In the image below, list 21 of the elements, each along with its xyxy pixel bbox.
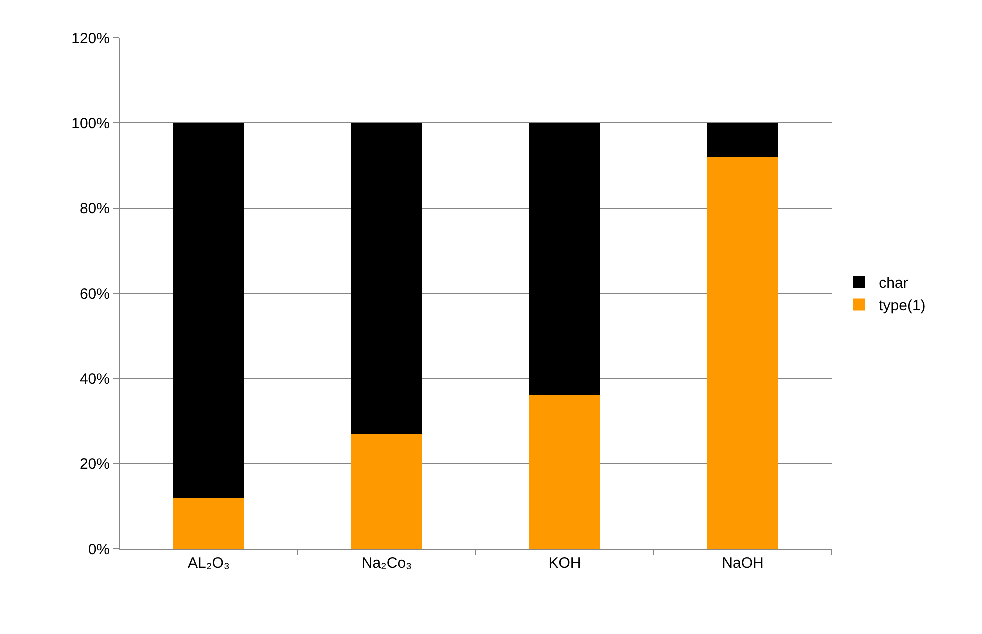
y-tick-label: 80% xyxy=(80,200,110,218)
bar xyxy=(529,123,601,396)
legend-label: type(1) xyxy=(879,298,926,315)
bar xyxy=(351,434,423,549)
y-tick-label: 100% xyxy=(72,115,110,132)
y-tick-label: 40% xyxy=(80,370,110,388)
x-tick-label: AL₂O₃ xyxy=(188,555,230,572)
x-tick-label: NaOH xyxy=(722,555,764,572)
bar xyxy=(173,123,245,498)
bar xyxy=(707,123,779,158)
bar xyxy=(529,396,601,549)
bar xyxy=(173,498,245,549)
y-tick-label: 0% xyxy=(88,541,110,558)
x-tick-label: Na₂Co₃ xyxy=(362,555,412,572)
y-tick-label: 20% xyxy=(80,456,110,474)
legend-label: char xyxy=(879,275,908,292)
bar xyxy=(707,157,779,549)
y-tick-label: 60% xyxy=(80,286,110,303)
bar xyxy=(351,123,423,434)
x-tick-label: KOH xyxy=(548,555,582,572)
y-tick-label: 120% xyxy=(72,30,110,48)
